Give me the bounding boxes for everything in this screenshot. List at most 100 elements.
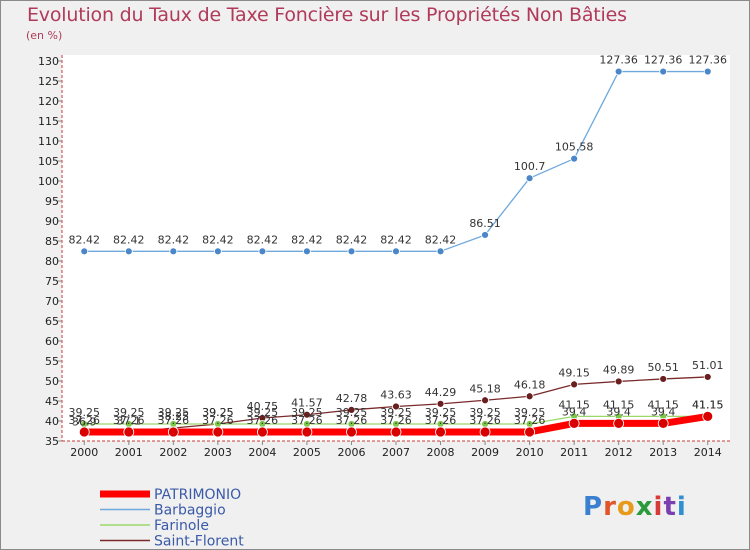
data-point-barbaggio	[703, 67, 712, 76]
data-point-barbaggio	[124, 247, 133, 256]
data-label-patrimonio: 37.26	[514, 414, 546, 427]
proxiti-logo: Proxiti	[583, 492, 687, 522]
y-tick-label: 95	[45, 195, 59, 208]
data-label-patrimonio: 37.26	[425, 414, 457, 427]
y-tick-label: 85	[45, 235, 59, 248]
data-label-saint-florent: 42.78	[336, 392, 368, 405]
data-label-farinole: 39.25	[158, 406, 190, 419]
y-tick-label: 80	[45, 255, 59, 268]
data-label-saint-florent: 37.1	[117, 415, 142, 428]
data-point-barbaggio	[436, 247, 445, 256]
data-label-barbaggio: 82.42	[336, 233, 368, 246]
data-label-patrimonio: 37.26	[158, 414, 190, 427]
data-label-patrimonio: 39.4	[651, 405, 676, 418]
y-tick-label: 90	[45, 215, 59, 228]
data-label-farinole: 39.25	[202, 406, 234, 419]
y-tick-label: 50	[45, 375, 59, 388]
data-label-barbaggio: 82.42	[247, 233, 279, 246]
data-point-saint-florent	[436, 399, 445, 408]
data-labels: 82.42 82.42 82.42 82.42 82.42 82.42 82.42 82.42…	[69, 54, 727, 429]
data-label-patrimonio: 37.26	[291, 414, 323, 427]
logo-letter: i	[653, 492, 664, 522]
x-tick-label: 2006	[337, 446, 365, 459]
data-label-saint-florent: 49.89	[603, 363, 635, 376]
data-point-saint-florent	[703, 373, 712, 381]
data-label-patrimonio: 37.26	[336, 414, 368, 427]
data-point-patrimonio	[78, 426, 90, 438]
data-label-barbaggio: 82.42	[380, 233, 412, 246]
data-label-farinole: 39.25	[469, 406, 501, 419]
legend-label-patrimonio: PATRIMONIO	[154, 487, 241, 503]
data-point-barbaggio	[659, 67, 668, 76]
data-label-farinole: 39.25	[425, 406, 457, 419]
legend-label-saint-florent: Saint-Florent	[154, 534, 244, 550]
data-label-saint-florent: 45.18	[469, 382, 501, 395]
data-label-farinole: 41.15	[603, 398, 635, 411]
data-label-patrimonio: 37.26	[69, 414, 101, 427]
data-label-barbaggio: 82.42	[425, 233, 457, 246]
y-tick-label: 130	[38, 55, 59, 68]
data-point-patrimonio	[256, 426, 268, 438]
data-label-farinole: 39.25	[113, 406, 145, 419]
data-label-patrimonio: 37.26	[380, 414, 412, 427]
data-label-saint-florent: 36.9	[72, 415, 97, 428]
data-label-patrimonio: 39.4	[562, 405, 587, 418]
data-label-patrimonio: 41.15	[692, 398, 724, 411]
data-label-barbaggio: 127.36	[688, 54, 727, 67]
x-tick-label: 2009	[471, 446, 499, 459]
y-tick-label: 40	[45, 415, 59, 428]
data-point-saint-florent	[303, 410, 311, 419]
logo-letter: x	[635, 492, 654, 522]
data-label-barbaggio: 82.42	[202, 233, 234, 246]
data-label-saint-florent: 39.25	[202, 406, 234, 419]
data-label-barbaggio: 100.7	[514, 160, 546, 173]
data-label-barbaggio: 127.36	[644, 54, 683, 67]
data-point-barbaggio	[169, 247, 178, 256]
data-label-patrimonio: 37.26	[113, 414, 145, 427]
y-tick-label: 35	[45, 435, 59, 448]
data-label-farinole: 41.15	[647, 398, 679, 411]
y-tick-label: 75	[45, 275, 59, 288]
data-point-barbaggio	[481, 231, 489, 239]
data-label-barbaggio: 86.51	[469, 217, 501, 230]
data-point-barbaggio	[570, 154, 579, 163]
y-tick-label: 70	[45, 295, 59, 308]
data-point-barbaggio	[392, 247, 400, 256]
data-label-saint-florent: 49.15	[558, 366, 590, 379]
data-point-barbaggio	[614, 67, 623, 76]
data-point-barbaggio	[80, 247, 89, 256]
x-tick-label: 2008	[427, 446, 455, 459]
data-point-saint-florent	[525, 392, 534, 401]
data-label-barbaggio: 82.42	[291, 233, 323, 246]
data-label-barbaggio: 82.42	[69, 233, 101, 246]
x-tick-label: 2004	[248, 446, 276, 459]
legend-label-farinole: Farinole	[154, 518, 209, 534]
data-point-barbaggio	[258, 247, 267, 256]
data-point-patrimonio	[702, 410, 714, 422]
data-label-saint-florent: 38.25	[158, 410, 190, 423]
data-label-farinole: 39.25	[336, 406, 368, 419]
data-label-barbaggio: 82.42	[113, 233, 145, 246]
data-point-saint-florent	[481, 396, 489, 405]
data-label-barbaggio: 127.36	[599, 54, 638, 67]
data-point-patrimonio	[346, 426, 357, 438]
x-tick-label: 2000	[70, 446, 98, 459]
data-label-patrimonio: 37.26	[469, 414, 501, 427]
data-point-patrimonio	[435, 426, 446, 438]
data-point-patrimonio	[167, 426, 179, 438]
x-tick-label: 2012	[605, 446, 633, 459]
y-tick-label: 125	[38, 75, 59, 88]
data-label-barbaggio: 82.42	[158, 233, 190, 246]
data-label-saint-florent: 41.57	[291, 397, 323, 410]
chart-title: Evolution du Taux de Taxe Foncière sur l…	[27, 4, 627, 26]
chart-subtitle: (en %)	[26, 29, 63, 42]
data-label-farinole: 41.15	[558, 398, 590, 411]
data-label-farinole: 39.25	[514, 406, 546, 419]
y-tick-label: 100	[38, 175, 59, 188]
data-point-patrimonio	[390, 426, 402, 438]
data-label-farinole: 39.25	[380, 406, 412, 419]
data-point-barbaggio	[347, 247, 356, 256]
data-point-patrimonio	[524, 426, 535, 438]
data-point-barbaggio	[525, 174, 534, 183]
